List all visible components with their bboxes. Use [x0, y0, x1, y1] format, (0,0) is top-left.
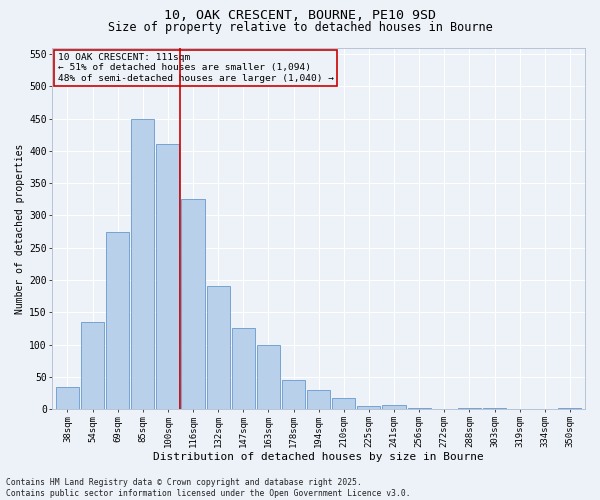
- Text: 10 OAK CRESCENT: 111sqm
← 51% of detached houses are smaller (1,094)
48% of semi: 10 OAK CRESCENT: 111sqm ← 51% of detache…: [58, 53, 334, 82]
- Bar: [282, 380, 305, 409]
- Bar: [131, 118, 154, 409]
- Bar: [559, 408, 581, 409]
- Bar: [307, 390, 330, 409]
- Bar: [257, 344, 280, 409]
- Text: Contains HM Land Registry data © Crown copyright and database right 2025.
Contai: Contains HM Land Registry data © Crown c…: [6, 478, 410, 498]
- Bar: [407, 408, 431, 409]
- Bar: [56, 386, 79, 409]
- Bar: [458, 408, 481, 409]
- Bar: [483, 408, 506, 409]
- Bar: [181, 200, 205, 409]
- Bar: [157, 144, 179, 409]
- Bar: [382, 404, 406, 409]
- Bar: [332, 398, 355, 409]
- Y-axis label: Number of detached properties: Number of detached properties: [15, 143, 25, 314]
- Bar: [232, 328, 255, 409]
- Text: Size of property relative to detached houses in Bourne: Size of property relative to detached ho…: [107, 21, 493, 34]
- X-axis label: Distribution of detached houses by size in Bourne: Distribution of detached houses by size …: [153, 452, 484, 462]
- Bar: [358, 406, 380, 409]
- Bar: [81, 322, 104, 409]
- Bar: [206, 286, 230, 409]
- Text: 10, OAK CRESCENT, BOURNE, PE10 9SD: 10, OAK CRESCENT, BOURNE, PE10 9SD: [164, 9, 436, 22]
- Bar: [106, 232, 129, 409]
